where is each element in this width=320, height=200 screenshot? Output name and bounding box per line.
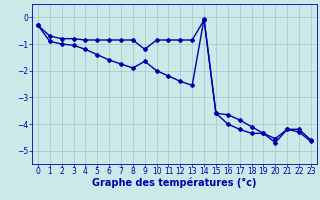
X-axis label: Graphe des températures (°c): Graphe des températures (°c): [92, 178, 257, 188]
